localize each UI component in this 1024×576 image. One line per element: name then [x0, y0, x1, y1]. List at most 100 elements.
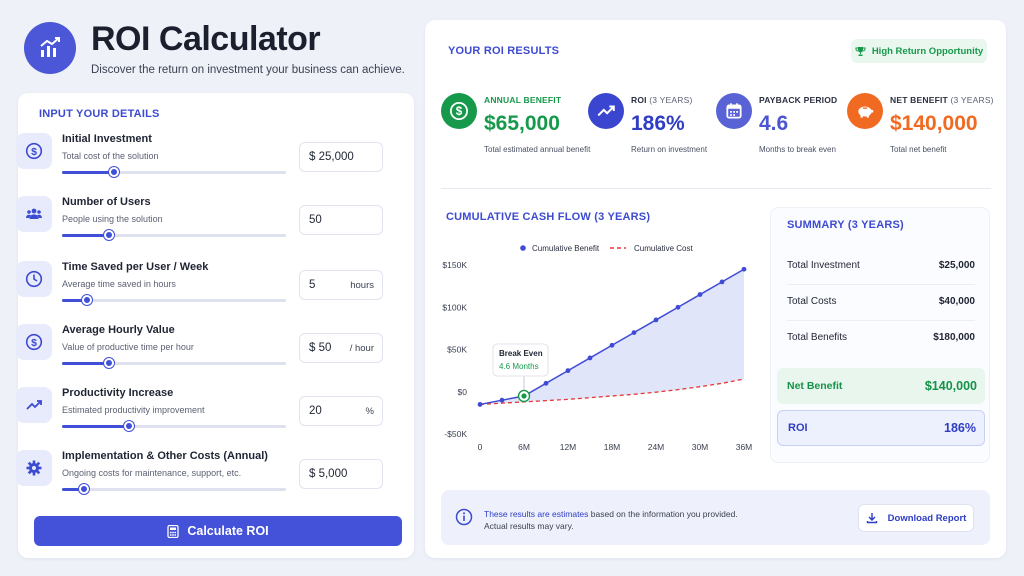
dollar-icon: $ [25, 142, 43, 160]
input-field[interactable]: 5 hours [299, 270, 383, 300]
benefit-point [719, 279, 725, 285]
y-tick-label: $100K [442, 302, 467, 312]
slider-handle[interactable] [104, 358, 114, 368]
summary-divider [787, 284, 975, 285]
benefit-point [543, 380, 549, 386]
legend-benefit-label: Cumulative Benefit [532, 244, 600, 253]
slider-handle[interactable] [109, 167, 119, 177]
input-unit: hours [350, 279, 374, 291]
slider-handle[interactable] [79, 484, 89, 494]
roi-row: ROI 186% [777, 410, 985, 446]
y-tick-label: -$50K [444, 429, 467, 439]
input-value: $ 25,000 [309, 151, 354, 163]
input-row-5: Productivity Increase Estimated producti… [16, 387, 386, 447]
input-slider[interactable] [62, 358, 286, 368]
y-tick-label: $150K [442, 260, 467, 270]
net-benefit-label: Net Benefit [787, 380, 843, 392]
metric-label: PAYBACK PERIOD [759, 95, 837, 105]
metric-icon-circle [847, 93, 883, 129]
summary-row: Total Costs $40,000 [787, 296, 975, 307]
metric-label-text: NET BENEFIT [890, 95, 948, 105]
benefit-point [697, 292, 703, 297]
input-slider[interactable] [62, 230, 286, 240]
input-slider[interactable] [62, 421, 286, 431]
summary-card: SUMMARY (3 YEARS) Total Investment $25,00… [770, 207, 990, 463]
metric-value: $65,000 [484, 112, 560, 135]
high-return-badge: High Return Opportunity [851, 39, 987, 63]
input-field[interactable]: $ 25,000 [299, 142, 383, 172]
download-report-button[interactable]: Download Report [858, 504, 974, 532]
input-value: $ 50 [309, 342, 332, 354]
benefit-point [609, 342, 615, 348]
legend-benefit-marker [520, 245, 526, 251]
metric-icon-circle [588, 93, 624, 129]
input-slider[interactable] [62, 484, 286, 494]
benefit-point [631, 330, 637, 335]
benefit-point [477, 402, 483, 407]
slider-handle[interactable] [104, 230, 114, 240]
input-value: 50 [309, 214, 322, 226]
summary-row: Total Investment $25,000 [787, 260, 975, 271]
dollar-icon: $ [25, 333, 43, 351]
input-label: Productivity Increase [62, 387, 174, 399]
calculate-roi-label: Calculate ROI [187, 524, 269, 538]
disclaimer-line2: Actual results may vary. [484, 521, 574, 531]
results-divider [441, 188, 991, 189]
x-tick-label: 18M [604, 442, 621, 452]
app-logo [24, 22, 76, 74]
metric-description: Total estimated annual benefit [484, 145, 591, 154]
dollar-icon: $ [449, 101, 469, 121]
slider-fill [62, 299, 87, 302]
input-slider[interactable] [62, 167, 286, 177]
benefit-point [653, 317, 659, 323]
metric-label: NET BENEFIT (3 YEARS) [890, 95, 994, 105]
piggy-bank-icon [858, 106, 874, 118]
x-tick-label: 0 [478, 442, 483, 452]
clock-icon [25, 270, 43, 288]
x-tick-label: 24M [648, 442, 665, 452]
input-icon-box [16, 261, 52, 297]
break-even-dot [521, 393, 527, 399]
input-label: Time Saved per User / Week [62, 261, 209, 273]
slider-handle[interactable] [124, 421, 134, 431]
metric-label: ANNUAL BENEFIT [484, 95, 561, 105]
input-value: 5 [309, 279, 316, 291]
slider-fill [62, 425, 129, 428]
roi-value: 186% [944, 421, 976, 435]
cash-flow-chart: $150K $100K $50K $0 -$50K 0 6M 12M 18M 24M 30M 36M C… [442, 244, 752, 452]
input-field[interactable]: 20 % [299, 396, 383, 426]
benefit-point [675, 304, 681, 310]
gear-icon [26, 460, 42, 476]
metric-label-text: ROI [631, 95, 647, 105]
calculate-roi-button[interactable]: Calculate ROI [34, 516, 402, 546]
input-field[interactable]: $ 5,000 [299, 459, 383, 489]
metric-description: Months to break even [759, 145, 836, 154]
slider-handle[interactable] [82, 295, 92, 305]
input-icon-box [16, 196, 52, 232]
slider-fill [62, 171, 114, 174]
net-benefit-value: $140,000 [924, 379, 977, 393]
summary-row-label: Total Benefits [787, 332, 848, 343]
download-icon [866, 513, 877, 524]
input-description: Average time saved in hours [62, 279, 176, 289]
input-row-4: $ Average Hourly Value Value of producti… [16, 324, 386, 384]
net-benefit-row: Net Benefit $140,000 [777, 368, 985, 404]
page-subtitle: Discover the return on investment your b… [91, 64, 405, 76]
metric-value: $140,000 [890, 112, 978, 135]
benefit-point [741, 266, 747, 272]
results-section-title: YOUR ROI RESULTS [448, 45, 560, 57]
input-slider[interactable] [62, 295, 286, 305]
input-icon-box: $ [16, 324, 52, 360]
trophy-icon [855, 46, 866, 56]
input-icon-box [16, 450, 52, 486]
y-tick-label: $50K [447, 345, 467, 355]
input-field[interactable]: $ 50 / hour [299, 333, 383, 363]
summary-row: Total Benefits $180,000 [787, 332, 975, 343]
slider-fill [62, 362, 109, 365]
slider-fill [62, 234, 109, 237]
input-field[interactable]: 50 [299, 205, 383, 235]
info-icon [455, 508, 473, 526]
metric-value: 4.6 [759, 112, 789, 135]
benefit-point [565, 368, 571, 374]
input-row-6: Implementation & Other Costs (Annual) On… [16, 450, 386, 510]
